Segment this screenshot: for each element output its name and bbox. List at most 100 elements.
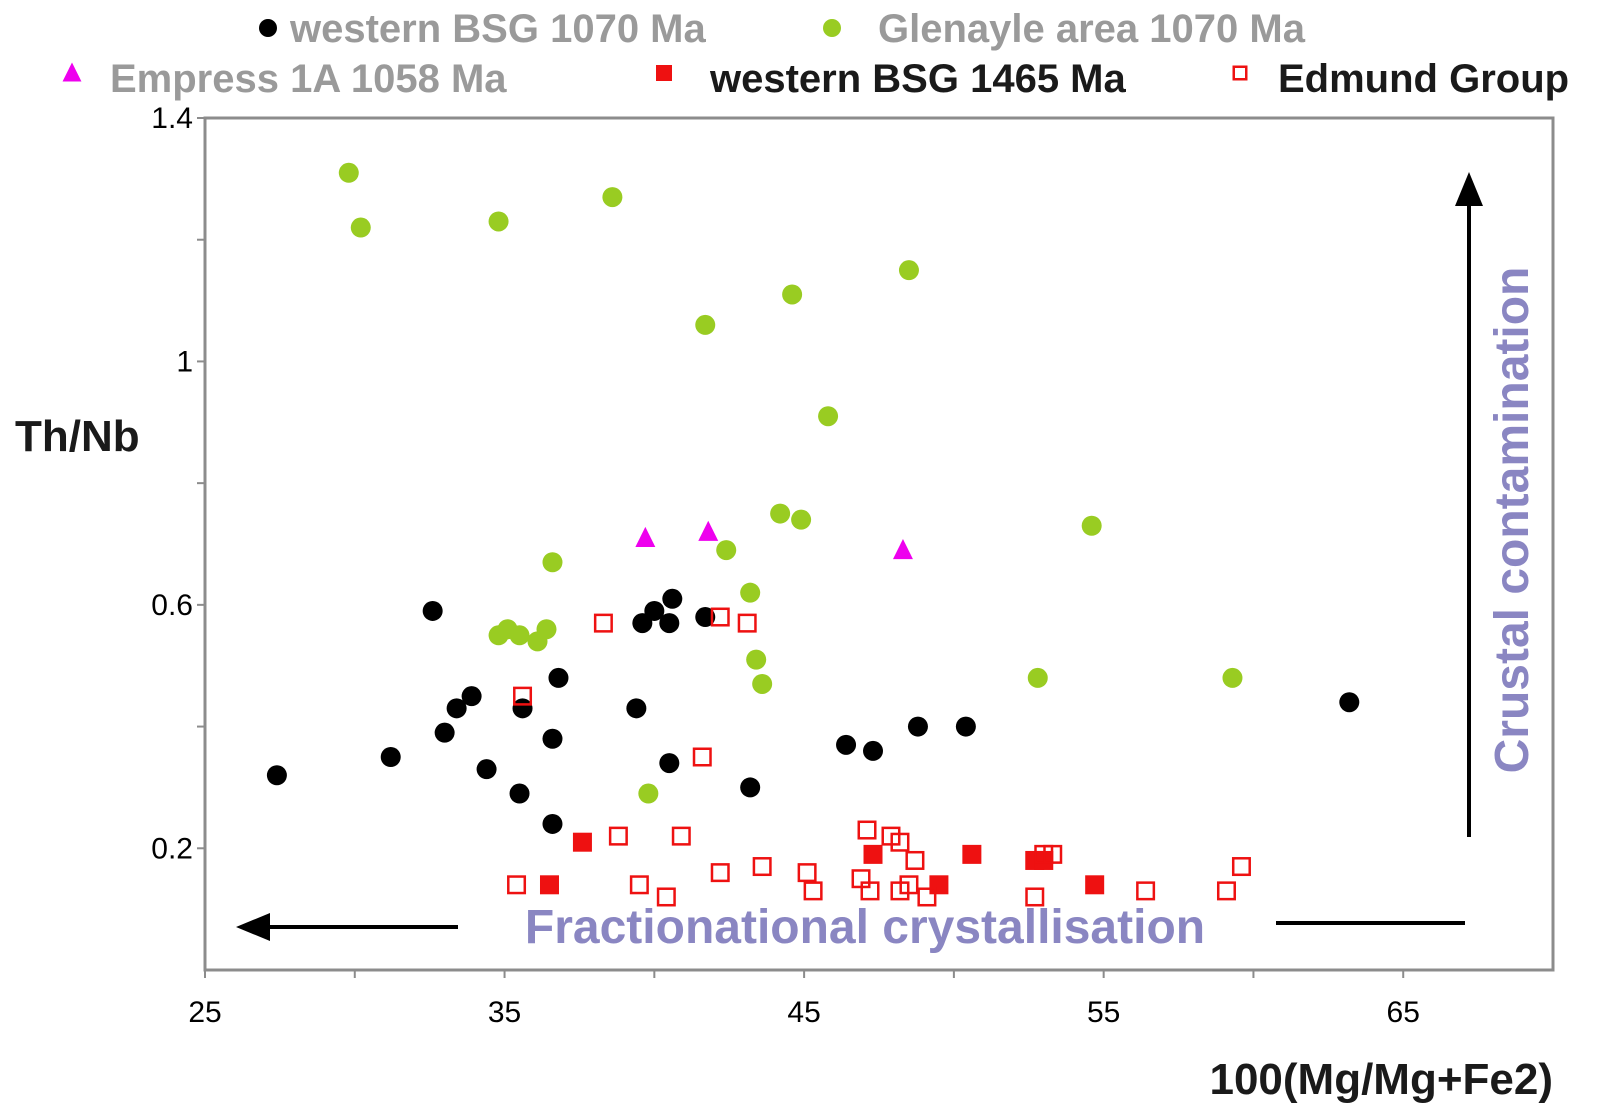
point-edmund-group bbox=[1025, 887, 1045, 907]
point-western-bsg-1070-ma bbox=[836, 734, 857, 755]
point-western-bsg-1070-ma bbox=[422, 600, 443, 621]
point-western-bsg-1070-ma bbox=[542, 728, 563, 749]
legend-item-western-bsg-1465-ma: western BSG 1465 Ma bbox=[656, 57, 1126, 101]
point-western-bsg-1070-ma bbox=[476, 759, 497, 780]
point-western-bsg-1070-ma bbox=[632, 613, 653, 634]
legend-marker-western-bsg-1070-ma bbox=[259, 19, 277, 37]
legend-label-glenayle-area-1070-ma: Glenayle area 1070 Ma bbox=[878, 7, 1306, 51]
point-glenayle-area-1070-ma bbox=[740, 582, 761, 603]
point-western-bsg-1070-ma bbox=[548, 667, 569, 688]
point-western-bsg-1070-ma bbox=[509, 783, 530, 804]
point-glenayle-area-1070-ma bbox=[1027, 667, 1048, 688]
point-glenayle-area-1070-ma bbox=[818, 406, 839, 427]
x-tick-label: 45 bbox=[787, 996, 820, 1029]
point-western-bsg-1465-ma bbox=[572, 832, 592, 852]
fractional-label: Fractionational crystallisation bbox=[525, 901, 1205, 954]
point-glenayle-area-1070-ma bbox=[602, 187, 623, 208]
point-western-bsg-1070-ma bbox=[266, 765, 287, 786]
point-glenayle-area-1070-ma bbox=[1081, 515, 1102, 536]
point-western-bsg-1465-ma bbox=[962, 844, 982, 864]
point-edmund-group bbox=[899, 875, 919, 895]
point-glenayle-area-1070-ma bbox=[1222, 667, 1243, 688]
point-western-bsg-1070-ma bbox=[461, 686, 482, 707]
point-glenayle-area-1070-ma bbox=[746, 649, 767, 670]
point-edmund-group bbox=[608, 826, 628, 846]
legend-label-edmund-group: Edmund Group bbox=[1278, 57, 1569, 101]
legend-marker-edmund-group bbox=[1232, 65, 1248, 81]
point-glenayle-area-1070-ma bbox=[782, 284, 803, 305]
point-western-bsg-1465-ma bbox=[1085, 875, 1105, 895]
y-axis-title: Th/Nb bbox=[15, 412, 140, 461]
point-glenayle-area-1070-ma bbox=[898, 260, 919, 281]
y-tick-label: 0.2 bbox=[151, 832, 193, 865]
x-axis-title: 100(Mg/Mg+Fe2) bbox=[1209, 1055, 1553, 1104]
legend-marker-western-bsg-1465-ma bbox=[656, 65, 672, 81]
y-tick-label: 0.6 bbox=[151, 589, 193, 622]
legend-label-empress-1a-1058-ma: Empress 1A 1058 Ma bbox=[110, 57, 507, 101]
point-empress-1a-1058-ma bbox=[698, 520, 719, 541]
x-tick-label: 35 bbox=[488, 996, 521, 1029]
fractional-arrow bbox=[236, 913, 1465, 941]
legend-item-western-bsg-1070-ma: western BSG 1070 Ma bbox=[259, 7, 706, 51]
axis-ticks: 25 35 45 55 65 0.2 0.6 1 1.4 bbox=[151, 102, 1420, 1029]
point-edmund-group bbox=[905, 850, 925, 870]
point-edmund-group bbox=[710, 607, 730, 627]
point-empress-1a-1058-ma bbox=[892, 539, 913, 560]
point-glenayle-area-1070-ma bbox=[791, 509, 812, 530]
point-edmund-group bbox=[1216, 881, 1236, 901]
point-western-bsg-1070-ma bbox=[907, 716, 928, 737]
point-western-bsg-1070-ma bbox=[659, 753, 680, 774]
point-western-bsg-1070-ma bbox=[659, 613, 680, 634]
legend-marker-glenayle-area-1070-ma bbox=[823, 19, 841, 37]
point-western-bsg-1070-ma bbox=[955, 716, 976, 737]
point-glenayle-area-1070-ma bbox=[509, 625, 530, 646]
point-edmund-group bbox=[1231, 857, 1251, 877]
point-western-bsg-1070-ma bbox=[1339, 692, 1360, 713]
point-western-bsg-1070-ma bbox=[434, 722, 455, 743]
point-glenayle-area-1070-ma bbox=[536, 619, 557, 640]
point-edmund-group bbox=[507, 875, 527, 895]
point-glenayle-area-1070-ma bbox=[638, 783, 659, 804]
point-western-bsg-1070-ma bbox=[644, 600, 665, 621]
point-glenayle-area-1070-ma bbox=[542, 552, 563, 573]
legend-item-empress-1a-1058-ma: Empress 1A 1058 Ma bbox=[62, 57, 507, 101]
point-glenayle-area-1070-ma bbox=[338, 162, 359, 183]
point-edmund-group bbox=[513, 686, 533, 706]
point-edmund-group bbox=[752, 857, 772, 877]
point-edmund-group bbox=[890, 832, 910, 852]
point-western-bsg-1070-ma bbox=[542, 813, 563, 834]
point-edmund-group bbox=[803, 881, 823, 901]
point-glenayle-area-1070-ma bbox=[752, 673, 773, 694]
point-edmund-group bbox=[629, 875, 649, 895]
legend-marker-empress-1a-1058-ma bbox=[62, 62, 82, 82]
point-edmund-group bbox=[656, 887, 676, 907]
legend-label-western-bsg-1070-ma: western BSG 1070 Ma bbox=[289, 7, 706, 51]
point-empress-1a-1058-ma bbox=[635, 526, 656, 547]
point-western-bsg-1465-ma bbox=[863, 844, 883, 864]
point-western-bsg-1070-ma bbox=[626, 698, 647, 719]
point-edmund-group bbox=[917, 887, 937, 907]
point-glenayle-area-1070-ma bbox=[770, 503, 791, 524]
x-tick-label: 55 bbox=[1087, 996, 1120, 1029]
point-edmund-group bbox=[797, 863, 817, 883]
point-edmund-group bbox=[710, 863, 730, 883]
point-glenayle-area-1070-ma bbox=[716, 540, 737, 561]
y-tick-label: 1.4 bbox=[151, 102, 193, 135]
point-glenayle-area-1070-ma bbox=[695, 314, 716, 335]
legend-item-edmund-group: Edmund Group bbox=[1232, 57, 1569, 101]
point-western-bsg-1070-ma bbox=[740, 777, 761, 798]
point-edmund-group bbox=[593, 613, 613, 633]
legend-label-western-bsg-1465-ma: western BSG 1465 Ma bbox=[709, 57, 1126, 101]
plot-frame bbox=[203, 116, 1555, 972]
x-tick-label: 25 bbox=[188, 996, 221, 1029]
point-glenayle-area-1070-ma bbox=[350, 217, 371, 238]
y-tick-label: 1 bbox=[176, 345, 193, 378]
point-western-bsg-1465-ma bbox=[929, 875, 949, 895]
crustal-arrow bbox=[1455, 172, 1483, 837]
point-western-bsg-1070-ma bbox=[446, 698, 467, 719]
data-points bbox=[266, 162, 1360, 907]
legend-item-glenayle-area-1070-ma: Glenayle area 1070 Ma bbox=[823, 7, 1306, 51]
point-western-bsg-1070-ma bbox=[863, 740, 884, 761]
point-western-bsg-1465-ma bbox=[539, 875, 559, 895]
